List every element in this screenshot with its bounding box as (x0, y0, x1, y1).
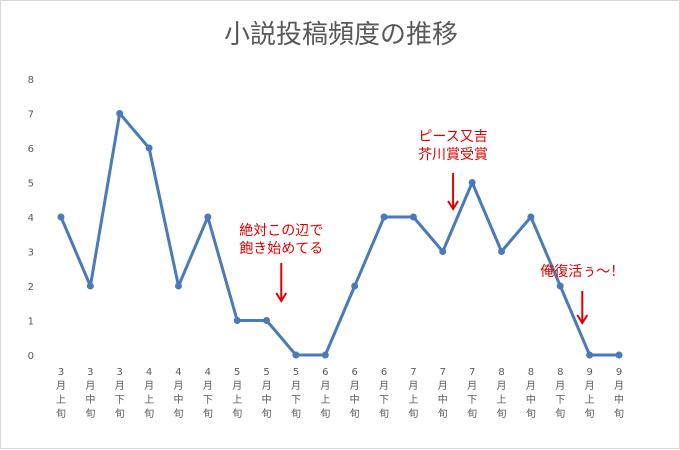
x-tick-label: 5 月下旬 (291, 367, 301, 420)
y-tick-label: 6 (28, 144, 34, 155)
x-tick-label: 3 月中旬 (85, 367, 95, 420)
x-tick-label: 9 月上旬 (585, 367, 595, 420)
x-tick-label: 4 月中旬 (173, 367, 183, 420)
data-point (527, 213, 535, 221)
y-tick-label: 2 (28, 282, 34, 293)
x-tick-label: 5 月中旬 (262, 367, 272, 420)
annotation-text: 飽き始めてる (239, 240, 323, 257)
annotation: 俺復活ぅ〜！ (540, 263, 624, 325)
series-line (59, 112, 619, 357)
y-tick-label: 1 (28, 317, 34, 328)
y-tick-label: 8 (28, 75, 34, 86)
annotation-text: 俺復活ぅ〜！ (540, 263, 624, 280)
x-tick-label: 6 月中旬 (350, 367, 360, 420)
x-tick-label: 8 月上旬 (497, 367, 507, 420)
x-tick-label: 8 月下旬 (555, 367, 565, 420)
annotation-text: ピース又吉 (418, 129, 487, 145)
annotation-text: 絶対この辺で (239, 223, 323, 239)
x-tick-label: 7 月上旬 (408, 367, 418, 420)
x-tick-label: 6 月上旬 (320, 367, 330, 420)
series-points (57, 110, 623, 359)
y-tick-label: 3 (28, 248, 34, 259)
y-tick-label: 4 (28, 213, 34, 224)
data-point (351, 282, 359, 290)
data-point (263, 317, 271, 324)
y-tick-label: 0 (28, 351, 34, 362)
data-point (321, 351, 329, 359)
x-tick-label: 9 月中旬 (614, 367, 624, 420)
data-point (233, 317, 241, 324)
data-point (86, 282, 94, 290)
x-tick-label: 5 月上旬 (232, 367, 242, 420)
data-point (174, 282, 182, 290)
annotation-arrowhead (275, 292, 288, 303)
data-point (409, 213, 417, 221)
y-tick-label: 7 (28, 110, 34, 121)
chart-title: 小説投稿頻度の推移 (224, 20, 458, 50)
x-tick-label: 4 月下旬 (203, 367, 213, 420)
x-tick-label: 8 月中旬 (526, 367, 536, 420)
data-point (439, 248, 447, 255)
data-point (204, 213, 212, 221)
x-tick-label: 3 月下旬 (115, 367, 125, 420)
data-point (116, 110, 124, 117)
annotation-text: 芥川賞受賞 (418, 147, 488, 163)
data-point (292, 351, 300, 359)
data-point (556, 282, 564, 290)
x-axis: 3 月上旬 3 月中旬 3 月下旬 4 月上旬 4 月中旬 4 月下旬 5 月上旬 5 月中旬 5 月下旬 6 月上旬… (56, 367, 624, 420)
x-tick-label: 7 月中旬 (438, 367, 448, 420)
x-tick-label: 6 月下旬 (379, 367, 389, 420)
x-tick-label: 7 月下旬 (467, 367, 477, 420)
data-point (586, 351, 594, 359)
series-polyline (59, 112, 619, 357)
x-tick-label: 3 月上旬 (56, 367, 66, 420)
y-axis: 0 1 2 3 4 5 6 7 8 (28, 75, 34, 362)
annotation-arrowhead (576, 314, 589, 325)
x-tick-label: 4 月上旬 (144, 367, 154, 420)
annotation-arrowhead (447, 200, 459, 211)
data-point (498, 248, 506, 255)
data-point (57, 213, 65, 221)
data-point (615, 351, 623, 359)
data-point (380, 213, 388, 221)
y-tick-label: 5 (28, 179, 34, 190)
data-point (468, 179, 476, 186)
data-point (145, 144, 153, 152)
